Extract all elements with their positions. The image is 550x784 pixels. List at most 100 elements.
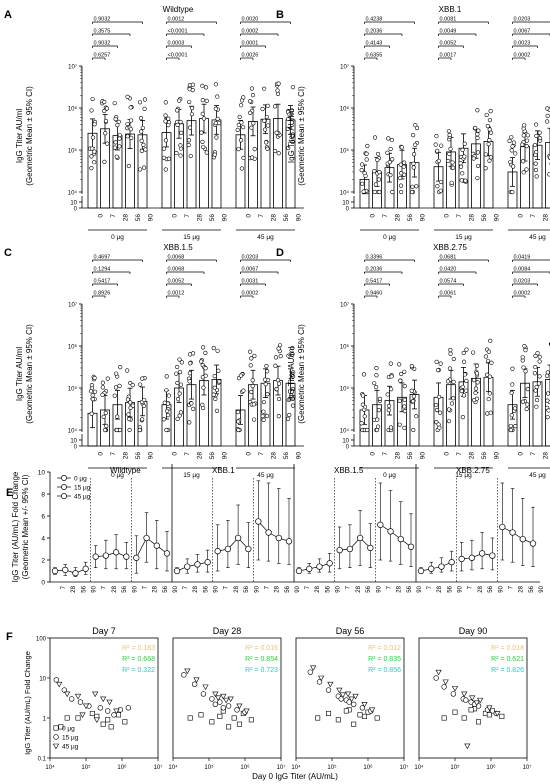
p-value-label: 0.0068 [168, 255, 185, 261]
data-point [360, 393, 366, 398]
group-label: 45 µg [257, 472, 274, 479]
data-point [475, 175, 480, 181]
p-value-label: 0.0681 [440, 255, 457, 261]
data-point [463, 178, 468, 183]
y-axis-label: (Geometric Mean ± 95% CI) [25, 324, 34, 424]
p-value-label: 0.8926 [94, 291, 111, 297]
data-point [113, 140, 118, 145]
y-tick-label: 0 [346, 445, 350, 451]
data-point [186, 142, 191, 148]
data-point [433, 142, 438, 147]
x-tick-label: 7 [346, 585, 352, 589]
point-15ug [325, 687, 332, 693]
data-point [486, 142, 491, 147]
data-point [290, 139, 295, 144]
data-point [376, 177, 382, 182]
data-point [200, 98, 205, 103]
series-line [420, 561, 452, 572]
data-point [114, 371, 119, 376]
data-point [290, 386, 295, 392]
x-tick-label: 10⁷ [154, 764, 163, 771]
data-point [521, 365, 526, 370]
y-axis-label: (Geometric Mean ± 95% CI) [25, 86, 34, 186]
point-15ug [225, 703, 232, 709]
data-point [241, 388, 246, 393]
data-point [520, 159, 526, 164]
data-point [363, 173, 368, 179]
series-marker [397, 535, 404, 543]
y-tick-label: 0.1 [38, 757, 47, 763]
data-point [364, 157, 369, 162]
data-point [534, 384, 539, 390]
data-point [388, 425, 394, 430]
data-point [388, 173, 393, 178]
data-point [249, 155, 255, 160]
data-point [175, 108, 180, 113]
x-tick-label: 7 [224, 585, 230, 589]
x-tick-label: 28 [71, 585, 77, 592]
data-point [199, 359, 204, 364]
y-axis-label: IgG Titer (AU/mL) Fold Change [23, 651, 32, 755]
data-point [286, 397, 291, 403]
data-point [375, 424, 381, 429]
data-point [438, 361, 443, 366]
series-marker [224, 545, 232, 553]
data-point [435, 184, 440, 189]
data-point [533, 388, 538, 393]
data-point [522, 123, 527, 128]
data-point [475, 132, 480, 137]
plot-frame [49, 637, 159, 759]
data-point [525, 402, 530, 407]
y-tick-label: 10 [70, 201, 77, 207]
point-0ug [217, 713, 223, 719]
data-point [163, 100, 168, 105]
y-tick-label: 10 [342, 201, 349, 207]
group-label: 15 µg [183, 234, 200, 241]
data-point [522, 343, 527, 349]
data-point [438, 188, 443, 193]
series-marker [478, 550, 486, 557]
data-point [377, 189, 382, 195]
data-point [285, 126, 291, 131]
point-0ug [326, 710, 332, 716]
data-point [90, 96, 95, 102]
point-45ug [451, 686, 459, 692]
data-point [534, 133, 539, 139]
data-point [89, 411, 94, 416]
data-point [398, 162, 403, 167]
data-point [450, 160, 455, 165]
data-point [213, 396, 218, 401]
data-point [287, 412, 292, 418]
data-point [386, 403, 392, 409]
legend-marker [61, 493, 67, 499]
p-value-label: 0.0031 [242, 279, 259, 285]
scatter-subplot: Day 90 10⁴ 10⁵ 10⁶ 10⁷ R² = 0.018 R² = 0.621 R²… [414, 626, 531, 771]
panel-letter: C [4, 247, 12, 259]
x-tick-label: 0 [444, 452, 451, 456]
x-tick-label: 90 [498, 585, 504, 592]
data-point [532, 371, 537, 376]
p-value-label: 0.0002 [242, 291, 259, 297]
data-point [533, 161, 538, 166]
data-point [290, 396, 295, 401]
data-point [525, 133, 530, 138]
data-point [375, 417, 380, 422]
series-marker [163, 550, 171, 557]
data-point [534, 397, 540, 403]
data-point [521, 133, 526, 138]
data-point [447, 151, 452, 157]
data-point [524, 138, 530, 143]
p-value-label: 0.0203 [242, 255, 259, 261]
data-point [524, 144, 529, 149]
point-0ug [357, 712, 363, 718]
x-tick-label: 7 [456, 452, 463, 456]
data-point [201, 116, 207, 121]
data-point [449, 401, 455, 406]
group-label: 45 µg [529, 234, 546, 241]
point-15ug [125, 705, 132, 711]
point-45ug [469, 695, 476, 702]
data-point [545, 370, 550, 375]
data-point [473, 125, 478, 131]
point-45ug [184, 668, 191, 675]
line-panel-E: E 0 2 4 6 8 10 IgG Titer (AU/mL) Fold Change (Ge… [6, 464, 545, 593]
